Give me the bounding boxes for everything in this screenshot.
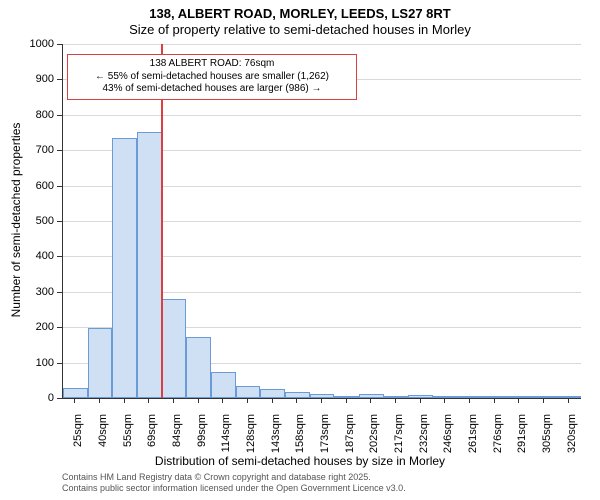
x-tick-label: 99sqm [196, 414, 208, 464]
histogram-bar [211, 372, 236, 398]
y-tick-label: 700 [0, 144, 54, 156]
x-tick-mark [222, 398, 223, 403]
x-tick-label: 305sqm [541, 414, 553, 464]
x-tick-label: 114sqm [220, 414, 232, 464]
y-tick-mark [57, 363, 62, 364]
chart-footer: Contains HM Land Registry data © Crown c… [62, 472, 406, 494]
x-tick-label: 202sqm [368, 414, 380, 464]
chart-title-line1: 138, ALBERT ROAD, MORLEY, LEEDS, LS27 8R… [0, 6, 600, 21]
y-tick-label: 400 [0, 250, 54, 262]
x-tick-mark [272, 398, 273, 403]
x-tick-label: 158sqm [294, 414, 306, 464]
y-tick-mark [57, 115, 62, 116]
x-tick-mark [296, 398, 297, 403]
x-tick-mark [420, 398, 421, 403]
x-tick-mark [148, 398, 149, 403]
histogram-bar [507, 396, 532, 398]
y-tick-mark [57, 150, 62, 151]
histogram-bar [334, 396, 359, 398]
x-tick-label: 187sqm [344, 414, 356, 464]
x-tick-mark [568, 398, 569, 403]
x-tick-label: 40sqm [97, 414, 109, 464]
x-tick-label: 25sqm [72, 414, 84, 464]
x-tick-mark [247, 398, 248, 403]
annotation-line3: 43% of semi-detached houses are larger (… [74, 83, 350, 96]
y-tick-mark [57, 292, 62, 293]
x-tick-label: 84sqm [171, 414, 183, 464]
x-tick-mark [124, 398, 125, 403]
x-tick-label: 320sqm [566, 414, 578, 464]
y-tick-label: 900 [0, 73, 54, 85]
x-tick-mark [395, 398, 396, 403]
x-tick-mark [370, 398, 371, 403]
y-tick-mark [57, 398, 62, 399]
y-tick-mark [57, 44, 62, 45]
x-tick-mark [518, 398, 519, 403]
y-tick-mark [57, 221, 62, 222]
x-tick-label: 55sqm [122, 414, 134, 464]
annotation-line2: ← 55% of semi-detached houses are smalle… [74, 71, 350, 84]
y-tick-label: 300 [0, 286, 54, 298]
y-tick-mark [57, 327, 62, 328]
x-tick-label: 69sqm [146, 414, 158, 464]
x-tick-label: 143sqm [270, 414, 282, 464]
y-tick-label: 500 [0, 215, 54, 227]
footer-line1: Contains HM Land Registry data © Crown c… [62, 472, 406, 483]
y-tick-label: 0 [0, 392, 54, 404]
annotation-box: 138 ALBERT ROAD: 76sqm← 55% of semi-deta… [67, 54, 357, 100]
x-tick-label: 261sqm [467, 414, 479, 464]
x-tick-mark [173, 398, 174, 403]
chart-title-line2: Size of property relative to semi-detach… [0, 22, 600, 37]
histogram-bar [556, 396, 581, 398]
chart-container: 138, ALBERT ROAD, MORLEY, LEEDS, LS27 8R… [0, 0, 600, 500]
x-tick-label: 232sqm [418, 414, 430, 464]
histogram-bar [63, 388, 88, 398]
x-tick-mark [469, 398, 470, 403]
histogram-bar [408, 395, 433, 398]
x-tick-mark [543, 398, 544, 403]
histogram-bar [433, 396, 458, 398]
x-tick-label: 173sqm [319, 414, 331, 464]
grid-line [63, 44, 581, 45]
x-tick-mark [99, 398, 100, 403]
footer-line2: Contains public sector information licen… [62, 483, 406, 494]
histogram-bar [186, 337, 211, 398]
histogram-bar [285, 392, 310, 398]
histogram-bar [112, 138, 137, 398]
histogram-bar [359, 394, 384, 398]
x-tick-mark [321, 398, 322, 403]
histogram-bar [137, 132, 162, 398]
x-tick-mark [494, 398, 495, 403]
y-tick-label: 600 [0, 180, 54, 192]
y-tick-mark [57, 79, 62, 80]
x-tick-mark [198, 398, 199, 403]
histogram-bar [482, 396, 507, 398]
histogram-bar [88, 328, 113, 398]
y-tick-mark [57, 186, 62, 187]
histogram-bar [236, 386, 261, 398]
x-tick-label: 276sqm [492, 414, 504, 464]
histogram-bar [162, 299, 187, 398]
y-tick-mark [57, 256, 62, 257]
x-tick-label: 128sqm [245, 414, 257, 464]
x-tick-label: 291sqm [516, 414, 528, 464]
x-tick-mark [74, 398, 75, 403]
y-tick-label: 800 [0, 109, 54, 121]
x-tick-mark [346, 398, 347, 403]
plot-area: 138 ALBERT ROAD: 76sqm← 55% of semi-deta… [62, 44, 581, 399]
y-tick-label: 200 [0, 321, 54, 333]
histogram-bar [260, 389, 285, 398]
x-tick-label: 246sqm [442, 414, 454, 464]
annotation-line1: 138 ALBERT ROAD: 76sqm [74, 58, 350, 71]
x-tick-label: 217sqm [393, 414, 405, 464]
y-tick-label: 100 [0, 357, 54, 369]
y-tick-label: 1000 [0, 38, 54, 50]
grid-line [63, 115, 581, 116]
x-tick-mark [444, 398, 445, 403]
